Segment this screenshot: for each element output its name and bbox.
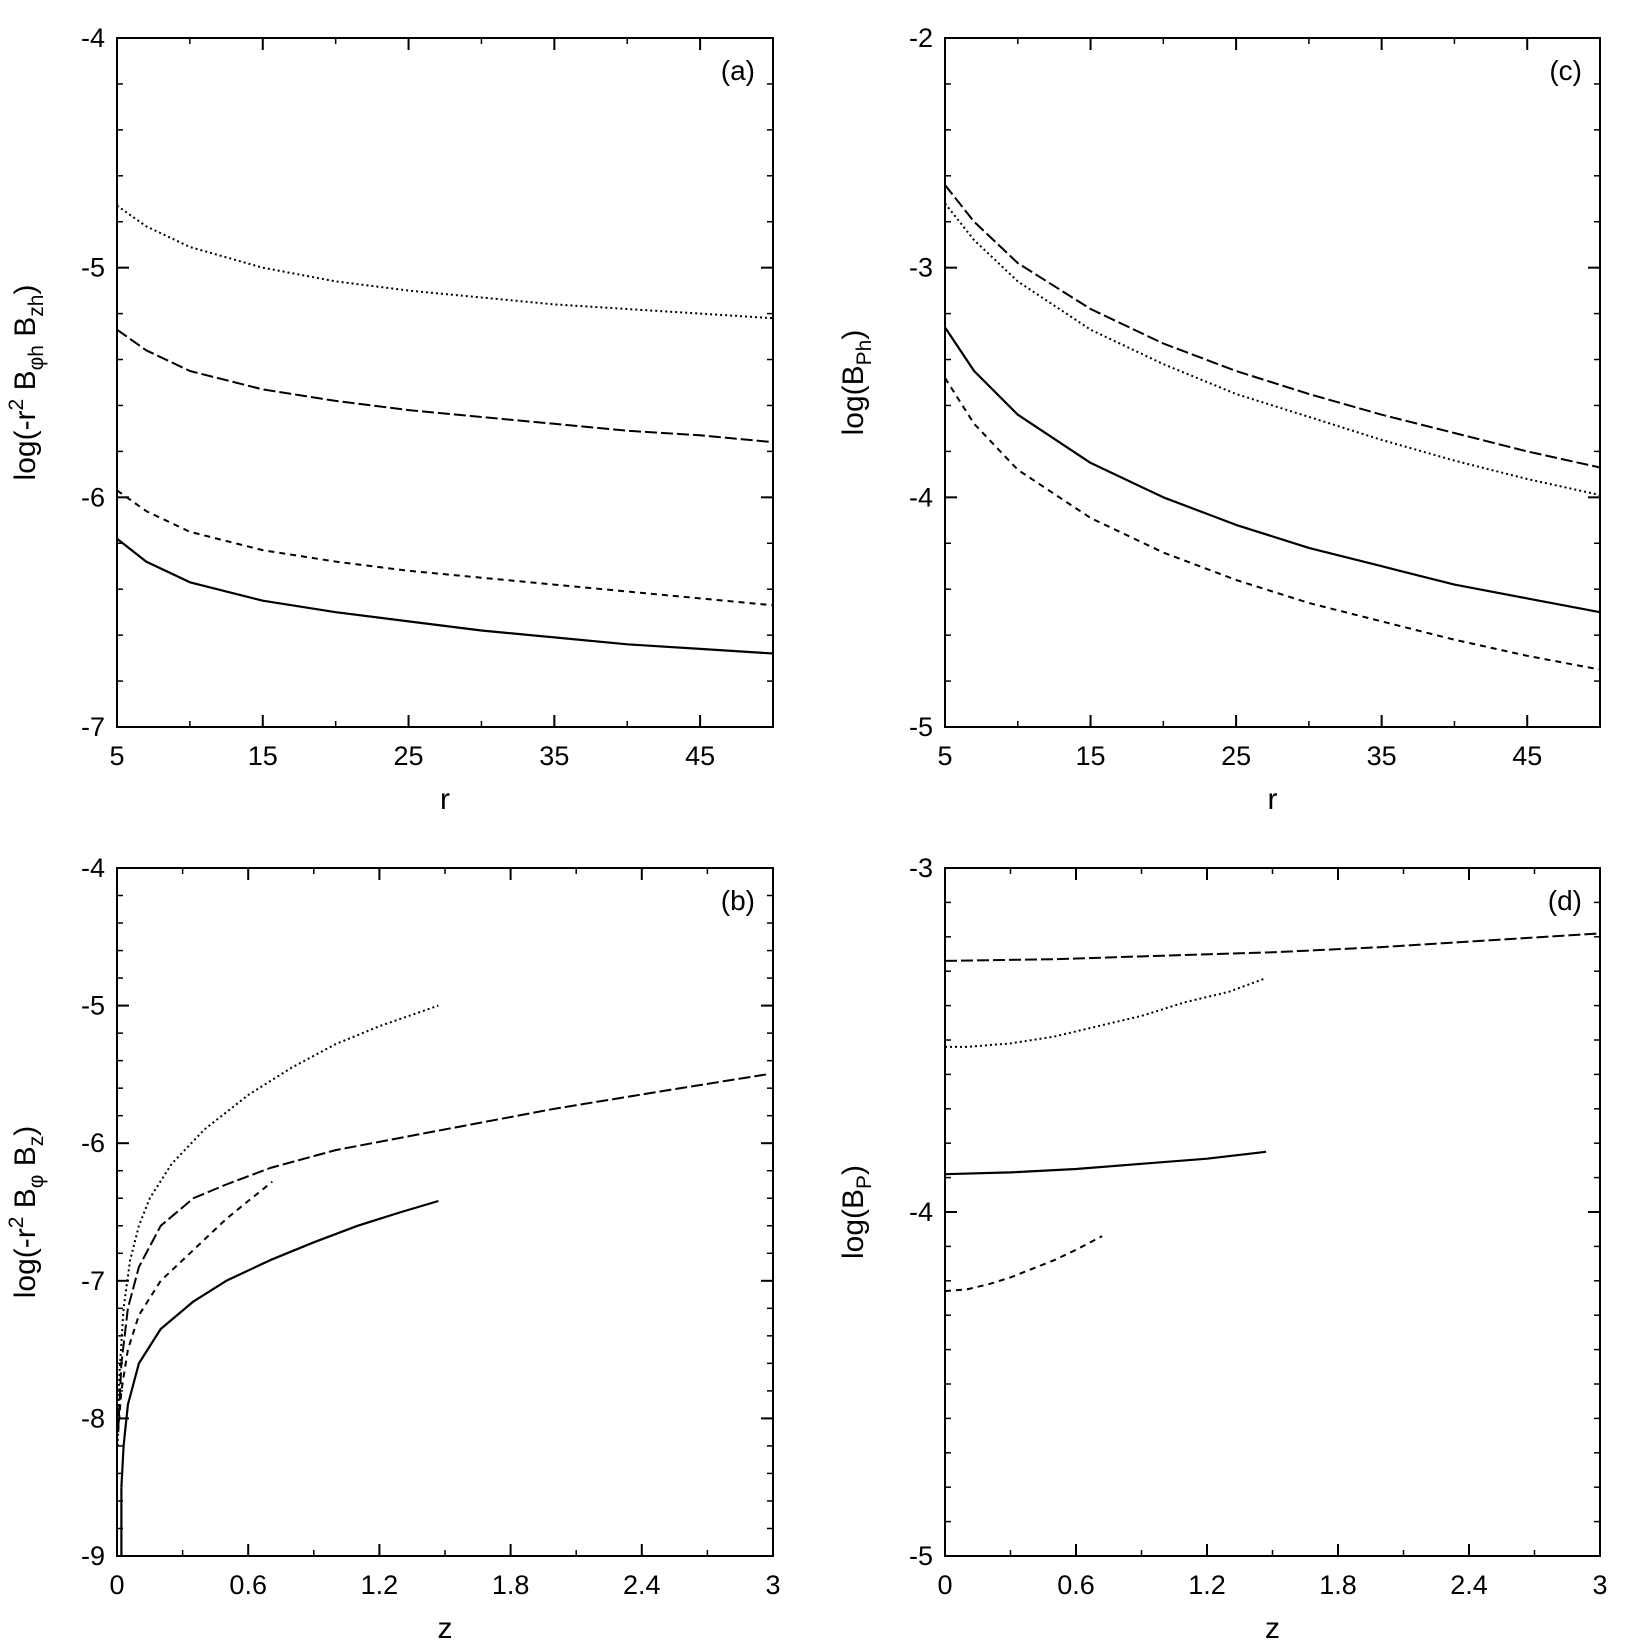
series-line-solid bbox=[116, 537, 774, 655]
x-tick-label: 1.8 bbox=[492, 1570, 530, 1600]
series-line-short-dashed bbox=[944, 377, 1601, 671]
series-line-dashed bbox=[117, 1073, 767, 1433]
y-axis-label: log(BPh) bbox=[837, 330, 876, 436]
x-tick-label: 1.8 bbox=[1319, 1570, 1357, 1600]
series-line-short-dashed bbox=[944, 1235, 1103, 1293]
panel-label: (d) bbox=[1548, 885, 1582, 916]
y-tick-label: -2 bbox=[909, 23, 933, 53]
y-tick-label: -4 bbox=[909, 1197, 933, 1227]
series-line-solid bbox=[944, 1150, 1267, 1176]
x-tick-label: 0 bbox=[937, 1570, 952, 1600]
panel-label: (c) bbox=[1549, 55, 1582, 86]
series-line-dotted bbox=[116, 204, 774, 320]
x-tick-label: 5 bbox=[109, 741, 124, 771]
series-line-dashed bbox=[944, 184, 1601, 469]
panel-c: -2 -3 -4 -55 15 25 35 45 r log(BPh) (c) bbox=[837, 23, 1601, 816]
x-tick-label: 45 bbox=[1512, 741, 1542, 771]
panel-label: (a) bbox=[721, 55, 755, 86]
series-line-short-dashed bbox=[116, 489, 774, 607]
x-tick-label: 1.2 bbox=[361, 1570, 399, 1600]
y-axis-label: log(-r2 Bφh Bzh) bbox=[5, 285, 48, 481]
series-line-solid bbox=[944, 326, 1601, 614]
y-tick-label: -4 bbox=[909, 482, 933, 512]
y-tick-label: -5 bbox=[909, 1541, 933, 1571]
x-axis-label: r bbox=[440, 783, 450, 816]
x-tick-label: 5 bbox=[937, 741, 952, 771]
panel-label: (b) bbox=[721, 885, 755, 916]
y-tick-label: -7 bbox=[81, 1266, 105, 1296]
series-line-dashed bbox=[944, 932, 1601, 962]
x-axis-label: z bbox=[438, 1612, 453, 1645]
y-tick-label: -8 bbox=[81, 1403, 105, 1433]
x-tick-label: 15 bbox=[248, 741, 278, 771]
series-line-dashed bbox=[116, 328, 774, 444]
plot-frame bbox=[116, 37, 774, 728]
y-tick-label: -6 bbox=[81, 1128, 105, 1158]
x-tick-label: 3 bbox=[765, 1570, 780, 1600]
series-line-dotted bbox=[945, 977, 1267, 1048]
x-tick-label: 15 bbox=[1076, 741, 1106, 771]
series-line-short-dashed bbox=[117, 1180, 273, 1433]
x-tick-label: 0.6 bbox=[229, 1570, 267, 1600]
y-tick-label: -3 bbox=[909, 853, 933, 883]
y-tick-label: -5 bbox=[81, 991, 105, 1021]
series-line-solid bbox=[120, 1199, 439, 1488]
plot-frame bbox=[116, 867, 774, 1557]
y-tick-label: -5 bbox=[909, 712, 933, 742]
x-axis-label: z bbox=[1265, 1612, 1280, 1645]
x-tick-label: 2.4 bbox=[1450, 1570, 1488, 1600]
y-axis-label: log(-r2 Bφ Bz) bbox=[5, 1126, 48, 1299]
y-tick-label: -9 bbox=[81, 1541, 105, 1571]
y-axis-label: log(BP) bbox=[837, 1165, 876, 1259]
y-tick-label: -3 bbox=[909, 253, 933, 283]
x-tick-label: 2.4 bbox=[623, 1570, 661, 1600]
x-axis-label: r bbox=[1268, 783, 1278, 816]
x-tick-label: 0.6 bbox=[1057, 1570, 1095, 1600]
x-tick-label: 3 bbox=[1592, 1570, 1607, 1600]
x-tick-label: 35 bbox=[539, 741, 569, 771]
y-tick-label: -7 bbox=[81, 712, 105, 742]
x-tick-label: 35 bbox=[1367, 741, 1397, 771]
plot-frame bbox=[944, 867, 1601, 1557]
y-tick-label: -4 bbox=[81, 853, 105, 883]
panel-a: -4 -5 -6 -75 15 25 35 45 r log(-r2 Bφh Bzh) (a) bbox=[5, 23, 774, 816]
x-tick-label: 1.2 bbox=[1188, 1570, 1226, 1600]
panel-b: -4 -5 -6 -7 -8 -90 0.6 1.2 1.8 2.4 3 z log(-r2 Bφ Bz… bbox=[5, 853, 781, 1645]
x-tick-label: 25 bbox=[1221, 741, 1251, 771]
panel-d: -3 -4 -50 0.6 1.2 1.8 2.4 3 z log(BP) (d) bbox=[837, 853, 1608, 1645]
series-line-dotted bbox=[944, 202, 1601, 496]
series-line-dotted bbox=[116, 1004, 439, 1446]
x-tick-label: 0 bbox=[109, 1570, 124, 1600]
y-tick-label: -4 bbox=[81, 23, 105, 53]
y-tick-label: -5 bbox=[81, 253, 105, 283]
plot-frame bbox=[944, 37, 1601, 728]
y-tick-label: -6 bbox=[81, 482, 105, 512]
x-tick-label: 25 bbox=[394, 741, 424, 771]
x-tick-label: 45 bbox=[685, 741, 715, 771]
